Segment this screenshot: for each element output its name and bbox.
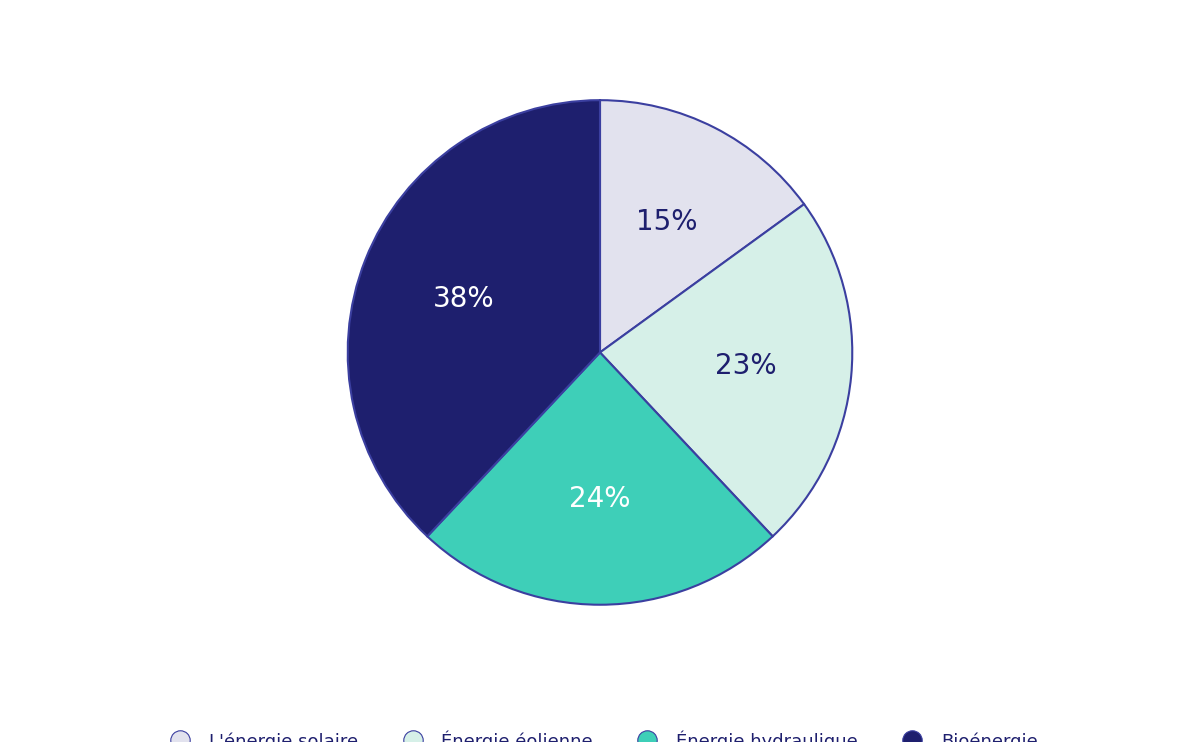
- Text: 23%: 23%: [715, 352, 776, 380]
- Text: 24%: 24%: [569, 485, 631, 513]
- Text: 15%: 15%: [636, 208, 697, 236]
- Text: 38%: 38%: [433, 285, 494, 312]
- Wedge shape: [348, 100, 600, 536]
- Wedge shape: [600, 204, 852, 536]
- Wedge shape: [427, 352, 773, 605]
- Wedge shape: [600, 100, 804, 352]
- Legend: L'énergie solaire, Énergie éolienne, Énergie hydraulique, Bioénergie: L'énergie solaire, Énergie éolienne, Éne…: [154, 721, 1046, 742]
